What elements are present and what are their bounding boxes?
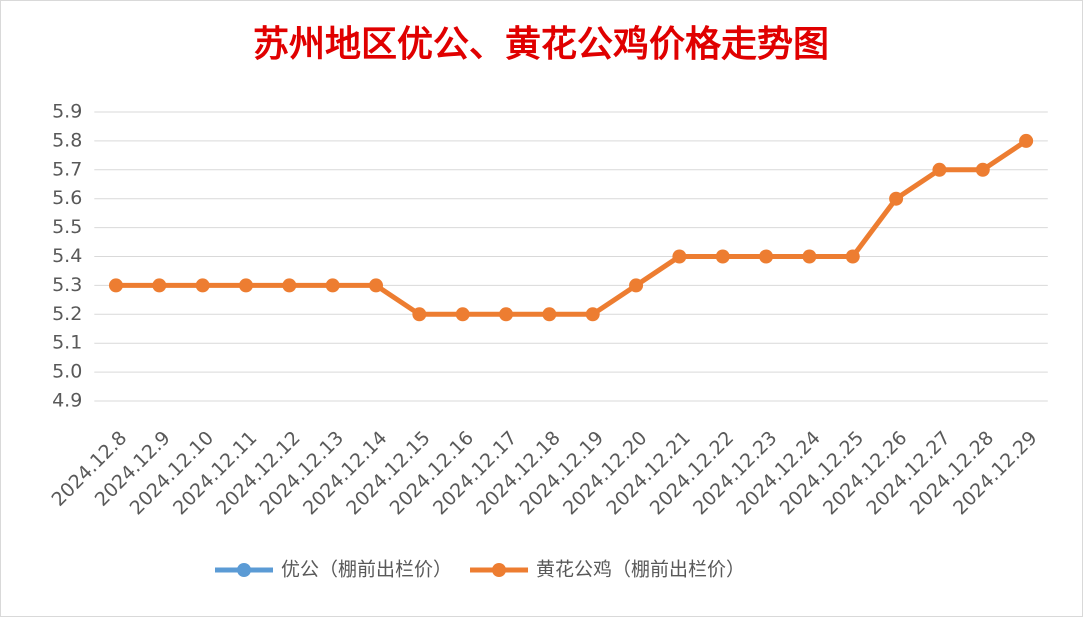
data-point (1019, 133, 1034, 148)
data-point (455, 307, 470, 322)
legend-marker (237, 563, 251, 577)
data-point (672, 249, 687, 264)
data-point (542, 307, 557, 322)
data-point (932, 162, 947, 177)
y-tick-label: 5.5 (52, 216, 82, 238)
data-point (108, 278, 123, 293)
y-tick-label: 5.6 (52, 187, 82, 209)
y-tick-label: 5.9 (52, 101, 82, 123)
data-point (845, 249, 860, 264)
data-point (585, 307, 600, 322)
series-line (115, 138, 1028, 317)
legend-marker (492, 563, 507, 577)
legend-label: 优公（棚前出栏价） (281, 559, 452, 581)
y-tick-label: 5.8 (52, 129, 82, 151)
data-point (499, 307, 514, 322)
data-point (889, 191, 904, 206)
data-point (975, 162, 990, 177)
legend-label: 黄花公鸡（棚前出栏价） (536, 559, 745, 581)
y-tick-label: 5.2 (52, 303, 82, 325)
y-tick-label: 5.0 (52, 361, 82, 383)
y-tick-label: 5.3 (52, 274, 82, 296)
data-point (325, 278, 340, 293)
y-tick-label: 4.9 (52, 390, 82, 412)
data-point (238, 278, 253, 293)
y-tick-label: 5.7 (52, 158, 82, 180)
data-point (195, 278, 210, 293)
data-point (715, 249, 730, 264)
data-point (369, 278, 384, 293)
y-tick-label: 5.1 (52, 332, 82, 354)
data-point (802, 249, 817, 264)
y-tick-label: 5.4 (52, 245, 82, 267)
data-point (629, 278, 644, 293)
data-point (282, 278, 297, 293)
chart-title: 苏州地区优公、黄花公鸡价格走势图 (253, 23, 829, 65)
data-point (759, 249, 774, 264)
data-point (412, 307, 427, 322)
data-point (152, 278, 167, 293)
